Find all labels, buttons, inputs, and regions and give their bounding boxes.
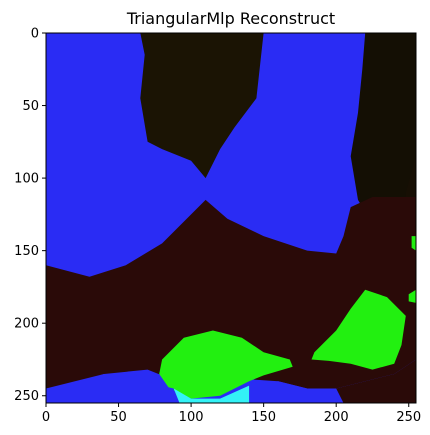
y-axis: 0 50 100 150 200 250 [14, 27, 46, 404]
x-tick-label: 100 [179, 410, 204, 425]
x-tick-label: 200 [324, 410, 349, 425]
region-green-edge-top [411, 236, 416, 251]
y-tick-label: 100 [14, 172, 39, 187]
plot-frame [45, 32, 417, 404]
heatmap-image [46, 33, 416, 403]
region-cyan [173, 385, 257, 403]
region-dark-middle [46, 197, 416, 389]
x-tick-label: 0 [42, 410, 50, 425]
y-tick-label: 50 [22, 99, 39, 114]
x-tick-label: 50 [110, 410, 127, 425]
region-blue-bottom-left [46, 374, 177, 403]
x-tick-label: 250 [396, 410, 421, 425]
x-tick-label: 150 [251, 410, 276, 425]
y-tick-label: 150 [14, 244, 39, 259]
y-tick-label: 200 [14, 317, 39, 332]
region-dark-right [350, 33, 416, 251]
y-tick-label: 250 [14, 389, 39, 404]
region-green-left [159, 330, 293, 399]
region-green-right [311, 289, 406, 370]
region-green-edge-bottom [408, 289, 416, 303]
region-blue-bottom-right [249, 381, 344, 403]
x-axis: 0 50 100 150 200 250 [42, 403, 421, 425]
chart-title: TriangularMlp Reconstruct [126, 9, 335, 28]
region-dark-top [140, 33, 264, 179]
region-dark-bottom-right [336, 359, 416, 403]
y-tick-label: 0 [31, 27, 39, 42]
